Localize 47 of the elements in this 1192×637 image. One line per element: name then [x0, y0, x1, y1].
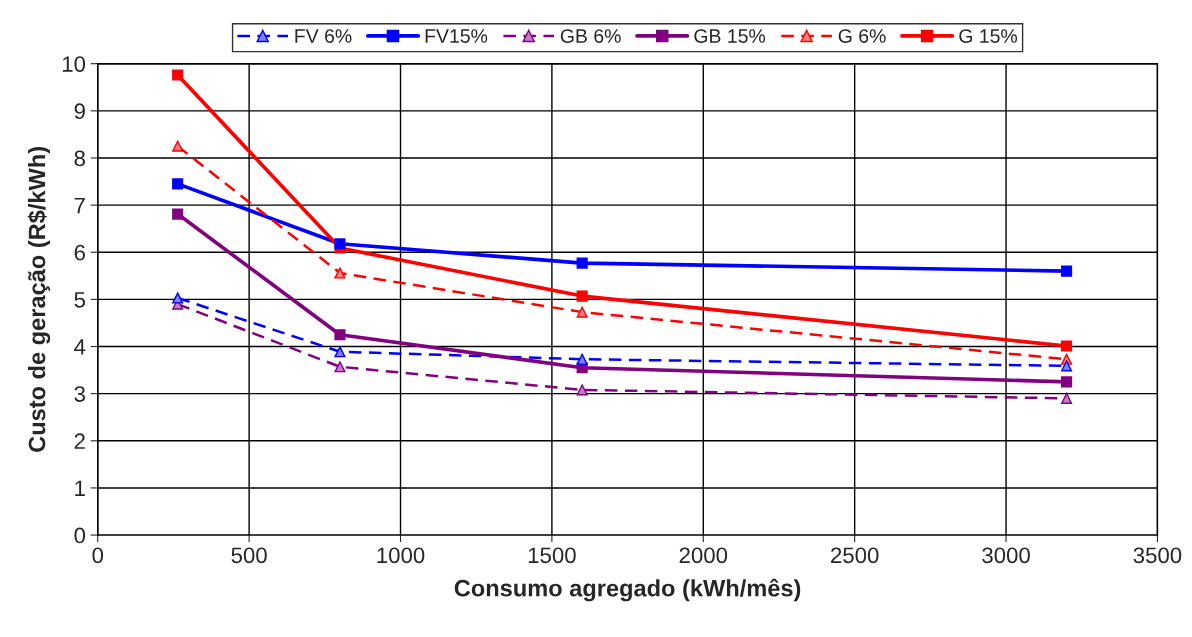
x-tick-label: 1500 — [528, 547, 576, 564]
point — [1061, 376, 1073, 388]
point — [334, 329, 346, 341]
y-tick-label: 7 — [74, 197, 85, 214]
point — [334, 238, 346, 250]
point — [172, 69, 184, 81]
point — [172, 208, 184, 220]
point — [1061, 392, 1073, 404]
point — [334, 361, 346, 373]
legend-label: G 6% — [838, 29, 886, 43]
y-tick-label: 3 — [74, 386, 85, 402]
point — [1061, 265, 1073, 277]
y-tick-label: 8 — [74, 150, 85, 167]
legend-label: FV 6% — [295, 29, 352, 43]
point — [576, 290, 588, 302]
point — [576, 257, 588, 269]
y-tick-label: 0 — [74, 527, 86, 544]
y-tick-label: 6 — [74, 244, 85, 261]
x-axis-title: Consumo agregado (kWh/mês) — [454, 578, 801, 602]
y-axis-title: Custo de geração (R$/kWh) — [27, 147, 51, 452]
x-tick-label: 1000 — [377, 547, 425, 564]
legend-label: GB 15% — [694, 29, 766, 43]
point — [172, 178, 184, 190]
y-tick-label: 2 — [74, 433, 85, 449]
legend-label: GB 6% — [560, 29, 621, 43]
point — [172, 292, 184, 304]
y-tick-label: 1 — [75, 480, 85, 496]
point — [576, 306, 588, 318]
point — [334, 267, 346, 279]
point — [334, 346, 346, 358]
y-tick-label: 10 — [62, 56, 86, 72]
x-tick-label: 2000 — [679, 547, 728, 564]
point — [576, 353, 588, 365]
x-tick-label: 3000 — [982, 547, 1030, 564]
point — [1061, 360, 1073, 372]
x-tick-label: 3500 — [1133, 547, 1182, 564]
point — [1061, 340, 1073, 352]
x-tick-label: 2500 — [831, 547, 879, 564]
legend-label: FV15% — [425, 29, 488, 43]
x-tick-label: 500 — [231, 547, 267, 564]
point — [576, 384, 588, 396]
point — [172, 140, 184, 152]
y-tick-label: 4 — [74, 339, 86, 355]
y-tick-label: 9 — [74, 103, 85, 120]
legend-label: G 15% — [959, 29, 1018, 43]
x-tick-label: 0 — [92, 547, 104, 564]
y-tick-label: 5 — [74, 292, 86, 308]
